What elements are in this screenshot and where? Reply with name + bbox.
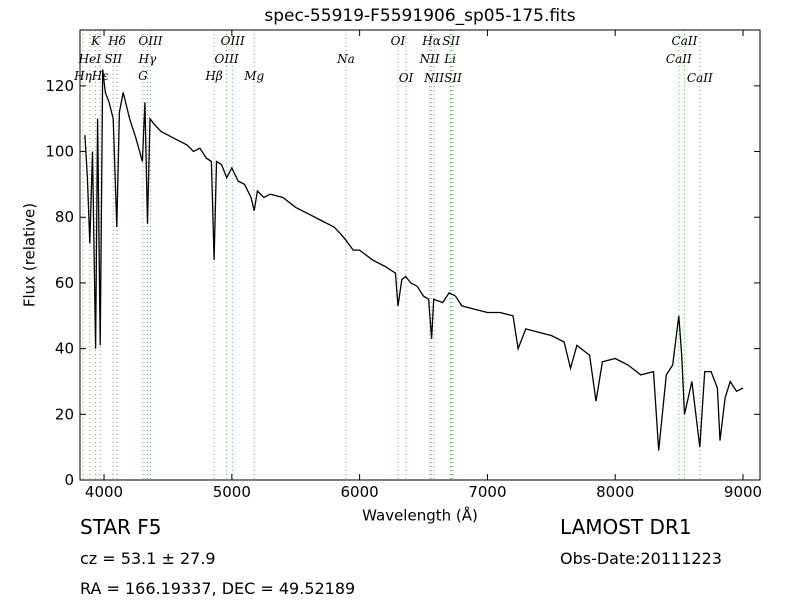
y-tick-label: 60 (55, 274, 74, 292)
spectral-line-label: OIII (138, 34, 162, 48)
spectral-line-label: Li (443, 52, 456, 66)
spectral-line-label: HeI (78, 52, 102, 66)
spectral-line-label: K (90, 34, 101, 48)
y-tick-label: 80 (55, 208, 74, 226)
chart-title: spec-55919-F5591906_sp05-175.fits (264, 6, 575, 26)
x-tick-label: 8000 (596, 483, 634, 501)
spectral-line-label: SII (444, 71, 462, 85)
spectral-line-label: G (138, 69, 148, 83)
spectral-line-label: CaII (666, 52, 692, 66)
spectral-line-label: NII (419, 52, 440, 66)
plot-frame (79, 29, 761, 481)
star-class: STAR F5 (80, 515, 162, 539)
spectral-line-label: Mg (243, 69, 264, 83)
spectral-line-label: CaII (672, 34, 698, 48)
spectral-line-label: OIII (221, 34, 245, 48)
x-axis-label: Wavelength (Å) (362, 506, 478, 525)
spectral-line-label: Hβ (204, 69, 222, 83)
y-tick-label: 20 (55, 405, 74, 423)
x-tick-label: 4000 (85, 483, 123, 501)
redshift: cz = 53.1 ± 27.9 (80, 549, 216, 568)
spectral-line-label: Hη (73, 69, 92, 83)
y-tick-label: 40 (55, 340, 74, 358)
obs-date: Obs-Date:20111223 (560, 549, 722, 568)
spectral-line-label: SII (442, 34, 460, 48)
x-tick-label: 5000 (213, 483, 251, 501)
y-tick-label: 0 (64, 471, 74, 489)
spectral-line-label: NII (423, 71, 444, 85)
spectral-line-label: OI (391, 34, 406, 48)
y-axis-label: Flux (relative) (21, 203, 39, 307)
survey: LAMOST DR1 (560, 515, 692, 539)
spectral-line-label: Hδ (107, 34, 126, 48)
spectral-line-label: Hε (91, 69, 109, 83)
x-tick-label: 7000 (468, 483, 506, 501)
spectral-line-label: CaII (687, 71, 713, 85)
spectral-line-label: Hγ (138, 52, 157, 66)
x-tick-label: 6000 (341, 483, 379, 501)
coordinates: RA = 166.19337, DEC = 49.52189 (80, 579, 355, 598)
x-tick-label: 9000 (724, 483, 762, 501)
spectral-line-label: Hα (421, 34, 441, 48)
y-tick-label: 100 (45, 143, 74, 161)
y-tick-label: 120 (45, 77, 74, 95)
spectrum-line (84, 69, 744, 451)
spectral-line-label: OIII (215, 52, 239, 66)
spectral-line-label: OI (399, 71, 414, 85)
spectral-line-label: Na (336, 52, 355, 66)
spectral-line-label: SII (104, 52, 122, 66)
